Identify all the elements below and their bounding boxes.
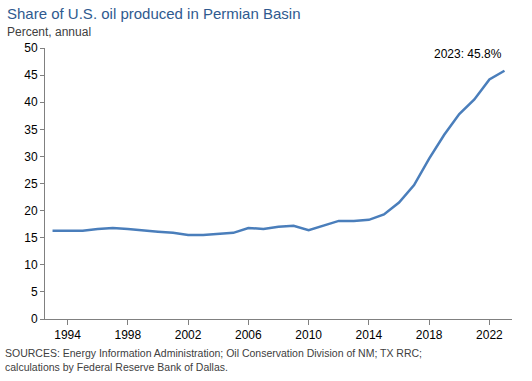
svg-text:SOURCES: Energy Information Ad: SOURCES: Energy Information Administrati… bbox=[5, 347, 422, 373]
svg-text:2010: 2010 bbox=[295, 328, 322, 342]
svg-text:30: 30 bbox=[24, 150, 38, 164]
svg-text:Percent, annual: Percent, annual bbox=[7, 25, 91, 39]
svg-text:35: 35 bbox=[24, 123, 38, 137]
svg-text:25: 25 bbox=[24, 177, 38, 191]
svg-text:20: 20 bbox=[24, 204, 38, 218]
svg-text:2022: 2022 bbox=[476, 328, 503, 342]
svg-text:1994: 1994 bbox=[54, 328, 81, 342]
svg-text:45: 45 bbox=[24, 68, 38, 82]
svg-text:40: 40 bbox=[24, 95, 38, 109]
svg-text:2023: 45.8%: 2023: 45.8% bbox=[434, 47, 502, 61]
svg-text:10: 10 bbox=[24, 258, 38, 272]
svg-text:Share of U.S. oil produced in: Share of U.S. oil produced in Permian Ba… bbox=[7, 5, 301, 22]
svg-text:5: 5 bbox=[31, 285, 38, 299]
svg-text:1998: 1998 bbox=[114, 328, 141, 342]
svg-text:15: 15 bbox=[24, 231, 38, 245]
svg-text:0: 0 bbox=[31, 312, 38, 326]
svg-text:2014: 2014 bbox=[356, 328, 383, 342]
svg-text:2002: 2002 bbox=[175, 328, 202, 342]
svg-text:2018: 2018 bbox=[416, 328, 443, 342]
svg-text:2006: 2006 bbox=[235, 328, 262, 342]
svg-text:50: 50 bbox=[24, 41, 38, 55]
